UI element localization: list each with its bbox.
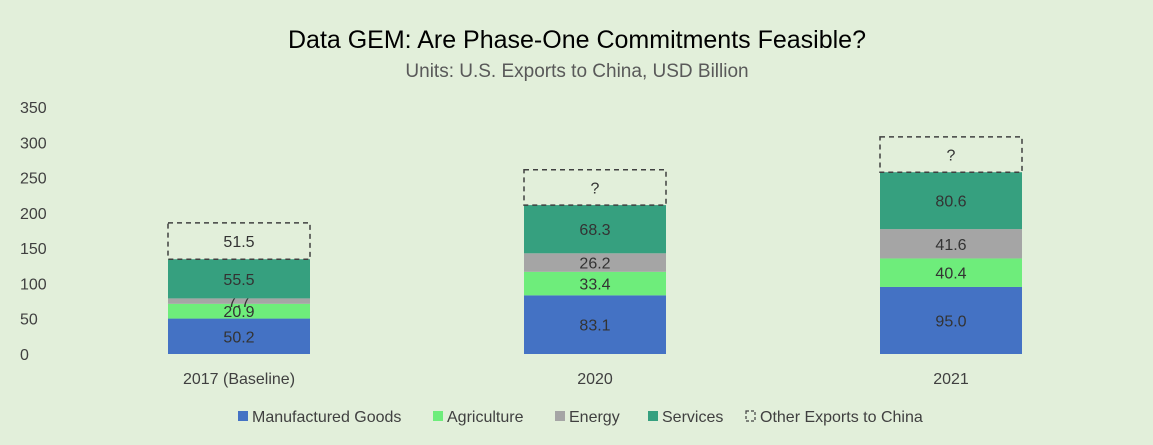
- legend-swatch-other-exports: [745, 410, 756, 422]
- x-tick-label: 2017 (Baseline): [183, 371, 295, 388]
- legend-swatch: [648, 411, 658, 421]
- y-tick-label: 50: [20, 312, 38, 329]
- y-tick-label: 150: [20, 241, 47, 258]
- data-label: 20.9: [223, 304, 254, 321]
- legend-swatch: [433, 411, 443, 421]
- data-label: 83.1: [579, 318, 610, 335]
- bar-segment-manufactured-goods: [524, 295, 666, 354]
- legend-swatch: [555, 411, 565, 421]
- data-label: ?: [947, 148, 956, 165]
- data-label: ?: [591, 180, 600, 197]
- x-axis: 2017 (Baseline) 2020 2021: [183, 371, 969, 388]
- bar-segment-energy: [524, 253, 666, 272]
- bar-segment-agriculture: [168, 303, 310, 319]
- data-label: 26.2: [579, 256, 610, 273]
- bar-segment-services: [168, 259, 310, 299]
- y-tick-label: 100: [20, 276, 47, 293]
- bars: 50.220.97.755.551.583.133.426.268.3?95.0…: [167, 136, 1023, 354]
- bar-segment-energy: [168, 298, 310, 304]
- legend: Manufactured Goods Agriculture Energy Servi…: [238, 409, 923, 426]
- legend-label: Manufactured Goods: [252, 409, 401, 426]
- legend-swatch: [238, 411, 248, 421]
- bar-segment-agriculture: [880, 258, 1022, 287]
- data-label: 50.2: [223, 329, 254, 346]
- x-tick-label: 2020: [577, 371, 613, 388]
- data-label: 95.0: [935, 313, 966, 330]
- data-label: 40.4: [935, 266, 966, 283]
- chart-title: Data GEM: Are Phase-One Commitments Feas…: [288, 26, 866, 54]
- legend-label: Agriculture: [447, 409, 524, 426]
- legend-label: Energy: [569, 409, 620, 426]
- bar-segment-agriculture: [524, 271, 666, 296]
- data-label: 41.6: [935, 237, 966, 254]
- data-label: 55.5: [223, 272, 254, 289]
- bar-segment-energy: [880, 229, 1022, 259]
- chart-subtitle: Units: U.S. Exports to China, USD Billio…: [405, 61, 748, 82]
- data-label: 33.4: [579, 277, 610, 294]
- bar-segment-other-exports: [523, 169, 667, 206]
- y-tick-label: 0: [20, 347, 29, 364]
- data-label: 80.6: [935, 194, 966, 211]
- bar-segment-manufactured-goods: [880, 286, 1022, 354]
- legend-label: Other Exports to China: [760, 409, 923, 426]
- x-tick-label: 2021: [933, 371, 969, 388]
- bar-segment-services: [880, 172, 1022, 230]
- legend-label: Services: [662, 409, 723, 426]
- data-label: 68.3: [579, 222, 610, 239]
- bar-segment-manufactured-goods: [168, 318, 310, 354]
- y-axis: 0 50 100 150 200 250 300 350: [20, 100, 47, 364]
- bar-segment-services: [524, 205, 666, 254]
- data-label: 51.5: [223, 234, 254, 251]
- y-tick-label: 300: [20, 135, 47, 152]
- y-tick-label: 250: [20, 171, 47, 188]
- y-tick-label: 350: [20, 100, 47, 117]
- bar-segment-other-exports: [879, 136, 1023, 173]
- y-tick-label: 200: [20, 206, 47, 223]
